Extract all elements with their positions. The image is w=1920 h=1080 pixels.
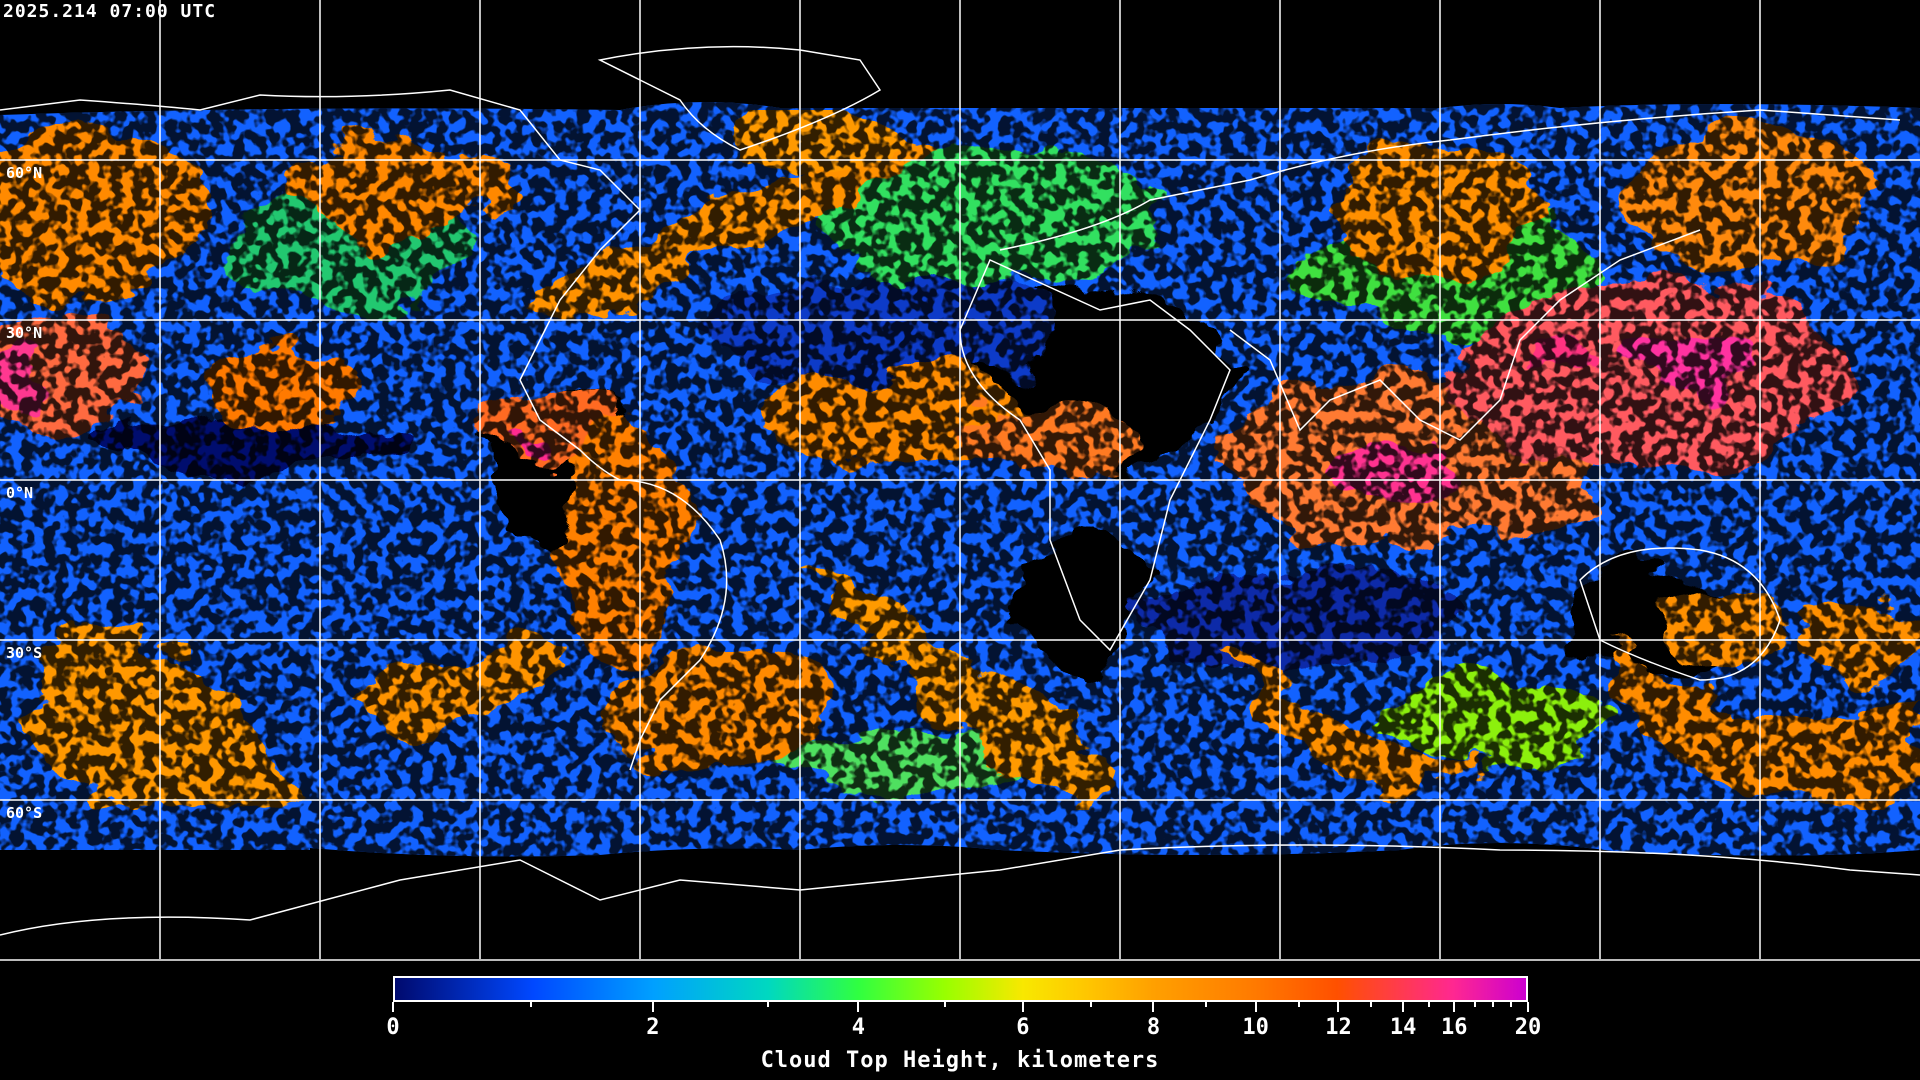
colorbar-major-tick — [1254, 1002, 1257, 1012]
colorbar-minor-tick — [1370, 1002, 1373, 1007]
colorbar-major-tick — [857, 1002, 860, 1012]
colorbar — [393, 976, 1528, 1002]
colorbar-tick-label: 20 — [1514, 1015, 1542, 1040]
colorbar-major-tick — [1021, 1002, 1024, 1012]
timestamp: 2025.214 07:00 UTC — [3, 1, 217, 22]
colorbar-minor-tick — [530, 1002, 533, 1007]
colorbar-tick-label: 14 — [1389, 1015, 1417, 1040]
colorbar-major-tick — [1337, 1002, 1340, 1012]
latitude-label: 30°S — [6, 644, 43, 662]
colorbar-minor-tick — [1204, 1002, 1207, 1007]
colorbar-tick-label: 0 — [386, 1015, 400, 1040]
colorbar-tick-label: 12 — [1325, 1015, 1352, 1040]
cloud-top-height-map — [0, 0, 1920, 960]
colorbar-minor-tick — [943, 1002, 946, 1007]
colorbar-minor-tick — [1428, 1002, 1431, 1007]
latitude-label: 0°N — [6, 484, 34, 502]
colorbar-major-tick — [1527, 1002, 1529, 1012]
latitude-label: 30°N — [6, 324, 43, 342]
colorbar-title: Cloud Top Height, kilometers — [760, 1048, 1160, 1073]
colorbar-tick-label: 16 — [1440, 1015, 1468, 1040]
colorbar-tick-label: 2 — [646, 1015, 660, 1040]
colorbar-minor-tick — [1509, 1002, 1512, 1007]
coastlines — [0, 45, 1920, 936]
colorbar-tick-label: 8 — [1146, 1015, 1161, 1040]
colorbar-major-tick — [1152, 1002, 1155, 1012]
graticule — [0, 0, 1920, 960]
colorbar-major-tick — [1402, 1002, 1405, 1012]
latitude-label: 60°N — [6, 164, 43, 182]
colorbar-tick-label: 10 — [1242, 1015, 1269, 1040]
colorbar-major-tick — [1453, 1002, 1456, 1012]
colorbar-minor-tick — [766, 1002, 769, 1007]
colorbar-minor-tick — [1297, 1002, 1300, 1007]
colorbar-minor-tick — [1090, 1002, 1093, 1007]
colorbar-major-tick — [651, 1002, 654, 1012]
latitude-label: 60°S — [6, 804, 43, 822]
colorbar-tick-label: 6 — [1016, 1015, 1030, 1040]
colorbar-major-tick — [392, 1002, 394, 1012]
colorbar-minor-tick — [1491, 1002, 1494, 1007]
colorbar-tick-label: 4 — [851, 1015, 865, 1040]
map-border — [0, 959, 1920, 961]
colorbar-minor-tick — [1473, 1002, 1476, 1007]
